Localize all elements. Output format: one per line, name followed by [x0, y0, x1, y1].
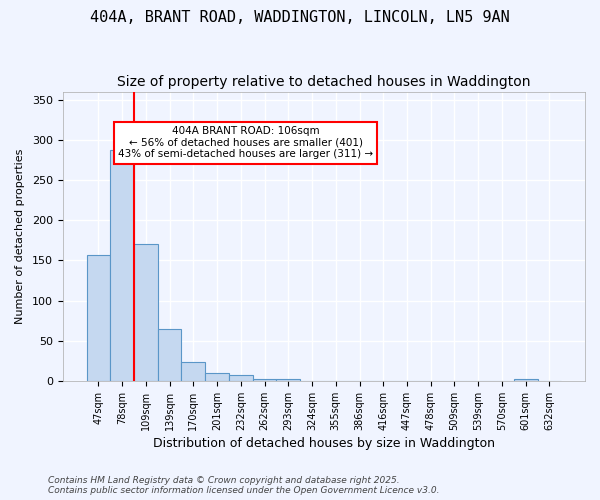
Bar: [134, 244, 158, 381]
Text: 404A BRANT ROAD: 106sqm
← 56% of detached houses are smaller (401)
43% of semi-d: 404A BRANT ROAD: 106sqm ← 56% of detache…: [118, 126, 373, 160]
Bar: [86, 254, 110, 381]
Bar: [158, 328, 181, 381]
Bar: [277, 378, 300, 381]
Text: Contains HM Land Registry data © Crown copyright and database right 2025.
Contai: Contains HM Land Registry data © Crown c…: [48, 476, 439, 495]
Bar: [181, 362, 205, 381]
Bar: [253, 378, 277, 381]
Bar: [205, 373, 229, 381]
Bar: [514, 380, 538, 381]
Title: Size of property relative to detached houses in Waddington: Size of property relative to detached ho…: [117, 75, 530, 89]
Bar: [110, 150, 134, 381]
Y-axis label: Number of detached properties: Number of detached properties: [15, 148, 25, 324]
X-axis label: Distribution of detached houses by size in Waddington: Distribution of detached houses by size …: [153, 437, 495, 450]
Bar: [229, 376, 253, 381]
Text: 404A, BRANT ROAD, WADDINGTON, LINCOLN, LN5 9AN: 404A, BRANT ROAD, WADDINGTON, LINCOLN, L…: [90, 10, 510, 25]
